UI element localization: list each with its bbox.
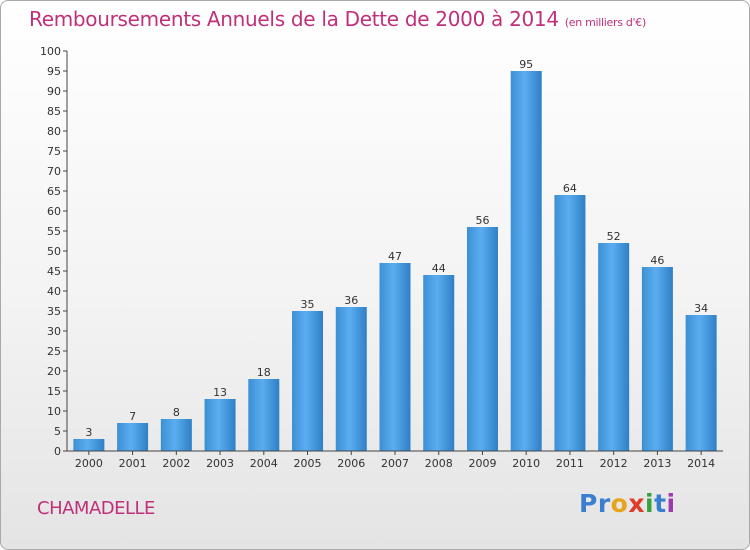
bar-2001 bbox=[117, 423, 149, 451]
bar-2002 bbox=[160, 419, 192, 451]
x-tick-label-2012: 2012 bbox=[600, 457, 628, 470]
data-label-2000: 3 bbox=[85, 426, 92, 439]
y-tick-label: 50 bbox=[47, 245, 61, 258]
y-tick-label: 5 bbox=[54, 425, 61, 438]
data-label-2007: 47 bbox=[388, 250, 402, 263]
data-label-2006: 36 bbox=[344, 294, 358, 307]
bar-2005 bbox=[292, 311, 324, 451]
y-axis: 0 5 10 15 20 25 30 35 40 45 50 55 60 65 70 75 80 85 90 95 10… bbox=[40, 45, 68, 458]
data-label-2003: 13 bbox=[213, 386, 227, 399]
logo-part: x bbox=[628, 489, 645, 518]
x-axis: 2000 2001 2002 2003 2004 2005 2006 2007 2008 2009… bbox=[67, 450, 723, 470]
bar-2011 bbox=[554, 195, 586, 451]
bar-2009 bbox=[466, 227, 498, 451]
chart-subtitle: (en milliers d'€) bbox=[564, 16, 646, 29]
y-tick-label: 20 bbox=[47, 365, 61, 378]
bars-group: 3 7 8 13 18 35 36 47 44 56 95 64 52 46 34 bbox=[73, 58, 717, 451]
bar-2000 bbox=[73, 439, 105, 451]
y-tick-label: 70 bbox=[47, 165, 61, 178]
y-tick-label: 60 bbox=[47, 205, 61, 218]
y-tick-label: 35 bbox=[47, 305, 61, 318]
y-tick-label: 30 bbox=[47, 325, 61, 338]
y-tick-label: 45 bbox=[47, 265, 61, 278]
x-tick-label-2014: 2014 bbox=[687, 457, 715, 470]
x-tick-label-2009: 2009 bbox=[468, 457, 496, 470]
y-tick-label: 100 bbox=[40, 45, 61, 58]
bar-2012 bbox=[598, 243, 630, 451]
bar-2007 bbox=[379, 263, 411, 451]
y-tick-label: 40 bbox=[47, 285, 61, 298]
y-tick-label: 0 bbox=[54, 445, 61, 458]
bar-2008 bbox=[423, 275, 455, 451]
bar-2010 bbox=[510, 71, 542, 451]
data-label-2014: 34 bbox=[694, 302, 708, 315]
y-tick-label: 25 bbox=[47, 345, 61, 358]
bar-2014 bbox=[685, 315, 717, 451]
x-tick-label-2006: 2006 bbox=[337, 457, 365, 470]
data-label-2012: 52 bbox=[607, 230, 621, 243]
y-tick-label: 65 bbox=[47, 185, 61, 198]
y-tick-label: 85 bbox=[47, 105, 61, 118]
commune-name: CHAMADELLE bbox=[37, 498, 155, 519]
data-label-2010: 95 bbox=[519, 58, 533, 71]
chart-title-text: Remboursements Annuels de la Dette de 20… bbox=[29, 7, 559, 31]
bar-2006 bbox=[335, 307, 367, 451]
x-tick-label-2005: 2005 bbox=[294, 457, 322, 470]
y-tick-label: 15 bbox=[47, 385, 61, 398]
x-tick-label-2004: 2004 bbox=[250, 457, 278, 470]
data-label-2002: 8 bbox=[173, 406, 180, 419]
x-tick-label-2011: 2011 bbox=[556, 457, 584, 470]
data-label-2004: 18 bbox=[257, 366, 271, 379]
x-tick-label-2010: 2010 bbox=[512, 457, 540, 470]
bar-2004 bbox=[248, 379, 280, 451]
x-tick-label-2007: 2007 bbox=[381, 457, 409, 470]
x-tick-label-2013: 2013 bbox=[643, 457, 671, 470]
data-label-2013: 46 bbox=[650, 254, 664, 267]
y-tick-label: 75 bbox=[47, 145, 61, 158]
logo-part: Pr bbox=[579, 489, 611, 518]
y-tick-label: 80 bbox=[47, 125, 61, 138]
data-label-2011: 64 bbox=[563, 182, 577, 195]
y-tick-label: 55 bbox=[47, 225, 61, 238]
x-tick-label-2003: 2003 bbox=[206, 457, 234, 470]
data-label-2009: 56 bbox=[475, 214, 489, 227]
bar-2003 bbox=[204, 399, 236, 451]
data-label-2008: 44 bbox=[432, 262, 446, 275]
x-tick-label-2001: 2001 bbox=[119, 457, 147, 470]
x-tick-label-2008: 2008 bbox=[425, 457, 453, 470]
x-tick-label-2002: 2002 bbox=[162, 457, 190, 470]
x-tick-label-2000: 2000 bbox=[75, 457, 103, 470]
data-label-2005: 35 bbox=[301, 298, 315, 311]
proxiti-logo[interactable]: Proxiti bbox=[579, 489, 676, 518]
data-label-2001: 7 bbox=[129, 410, 136, 423]
logo-part: i bbox=[666, 489, 676, 518]
y-tick-label: 90 bbox=[47, 85, 61, 98]
y-tick-label: 95 bbox=[47, 65, 61, 78]
logo-part: t bbox=[654, 489, 667, 518]
chart-title: Remboursements Annuels de la Dette de 20… bbox=[29, 7, 646, 31]
logo-part: i bbox=[644, 489, 655, 518]
y-tick-label: 10 bbox=[47, 405, 61, 418]
logo-part: o bbox=[610, 489, 629, 518]
bar-2013 bbox=[641, 267, 673, 451]
